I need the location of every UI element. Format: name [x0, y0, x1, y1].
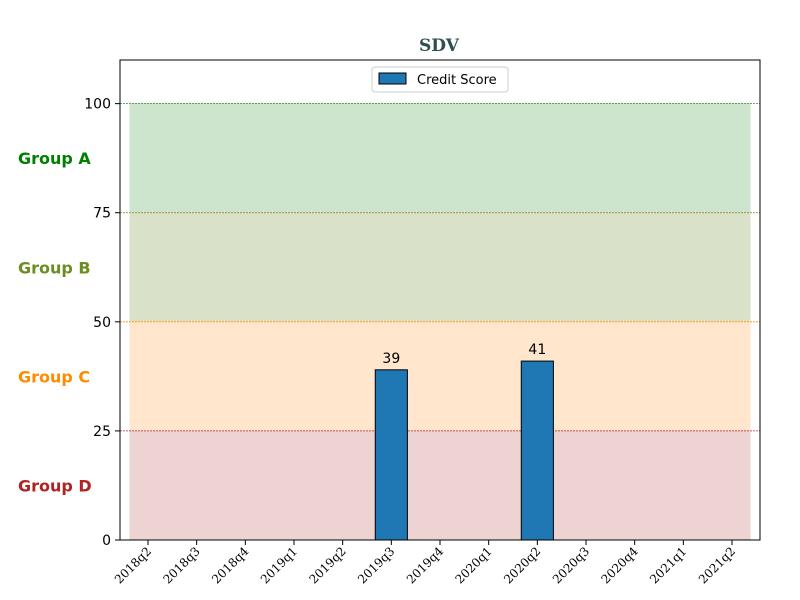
x-tick-label-2019q1: 2019q1 — [258, 544, 300, 586]
group-a-label: Group A — [18, 149, 91, 168]
bar-value-label-2019q3: 39 — [382, 351, 400, 367]
x-tick-label-2018q2: 2018q2 — [112, 544, 154, 586]
y-tick-label: 100 — [84, 97, 111, 113]
group-c-band — [129, 321, 751, 432]
x-tick-label-2018q3: 2018q3 — [160, 544, 202, 586]
legend-label-credit-score: Credit Score — [417, 73, 497, 88]
x-tick-label-2019q2: 2019q2 — [306, 544, 348, 586]
group-b-label: Group B — [18, 258, 91, 277]
group-c-label: Group C — [18, 367, 90, 386]
x-tick-label-2020q3: 2020q3 — [550, 544, 592, 586]
x-tick-label-2020q2: 2020q2 — [501, 544, 543, 586]
x-tick-label-2021q1: 2021q1 — [647, 544, 689, 586]
group-d-band — [129, 430, 751, 541]
group-d-label: Group D — [18, 476, 92, 495]
legend-swatch-credit-score — [378, 72, 407, 85]
y-tick-label: 50 — [93, 315, 111, 331]
x-tick-label-2019q3: 2019q3 — [355, 544, 397, 586]
bar-2019q3 — [374, 369, 408, 541]
y-tick-label: 75 — [93, 206, 111, 222]
x-tick-label-2020q4: 2020q4 — [598, 544, 641, 587]
x-tick-label-2019q4: 2019q4 — [404, 544, 447, 587]
y-tick-label: 0 — [102, 533, 111, 549]
bar-2020q2 — [520, 360, 554, 541]
group-a-band — [129, 103, 751, 214]
legend: Credit Score — [371, 66, 509, 93]
x-tick-label-2018q4: 2018q4 — [209, 544, 252, 587]
y-tick-label: 25 — [93, 424, 111, 440]
bar-value-label-2020q2: 41 — [528, 342, 546, 358]
group-b-band — [129, 212, 751, 323]
group-bands: Group A Group B Group C Group D — [18, 103, 760, 541]
x-tick-label-2021q2: 2021q2 — [696, 544, 738, 586]
x-tick-label-2020q1: 2020q1 — [452, 544, 494, 586]
bars: 39 41 — [374, 342, 554, 541]
chart-title: SDV — [419, 36, 460, 56]
